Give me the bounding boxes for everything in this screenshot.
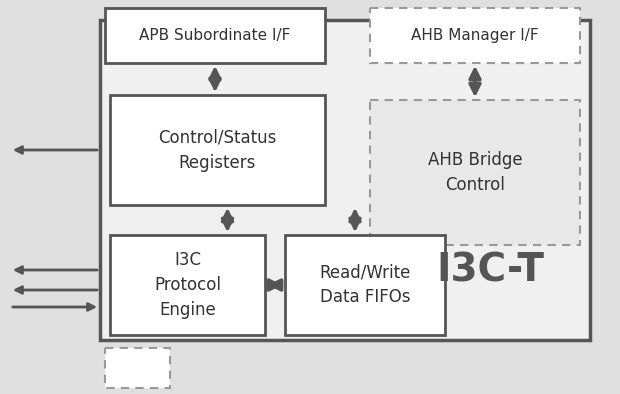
Text: Read/Write
Data FIFOs: Read/Write Data FIFOs bbox=[319, 264, 410, 307]
Bar bbox=[110, 95, 325, 205]
Text: AHB Manager I/F: AHB Manager I/F bbox=[411, 28, 539, 43]
Bar bbox=[105, 8, 325, 63]
Bar bbox=[370, 8, 580, 63]
Text: APB Subordinate I/F: APB Subordinate I/F bbox=[140, 28, 291, 43]
Bar bbox=[370, 100, 580, 245]
Text: I3C
Protocol
Engine: I3C Protocol Engine bbox=[154, 251, 221, 319]
Text: AHB Bridge
Control: AHB Bridge Control bbox=[428, 151, 522, 194]
Text: I3C-T: I3C-T bbox=[436, 251, 544, 289]
Bar bbox=[285, 235, 445, 335]
Bar bbox=[110, 235, 265, 335]
Bar bbox=[100, 20, 590, 340]
Text: Control/Status
Registers: Control/Status Registers bbox=[158, 128, 277, 171]
Bar bbox=[105, 348, 170, 388]
